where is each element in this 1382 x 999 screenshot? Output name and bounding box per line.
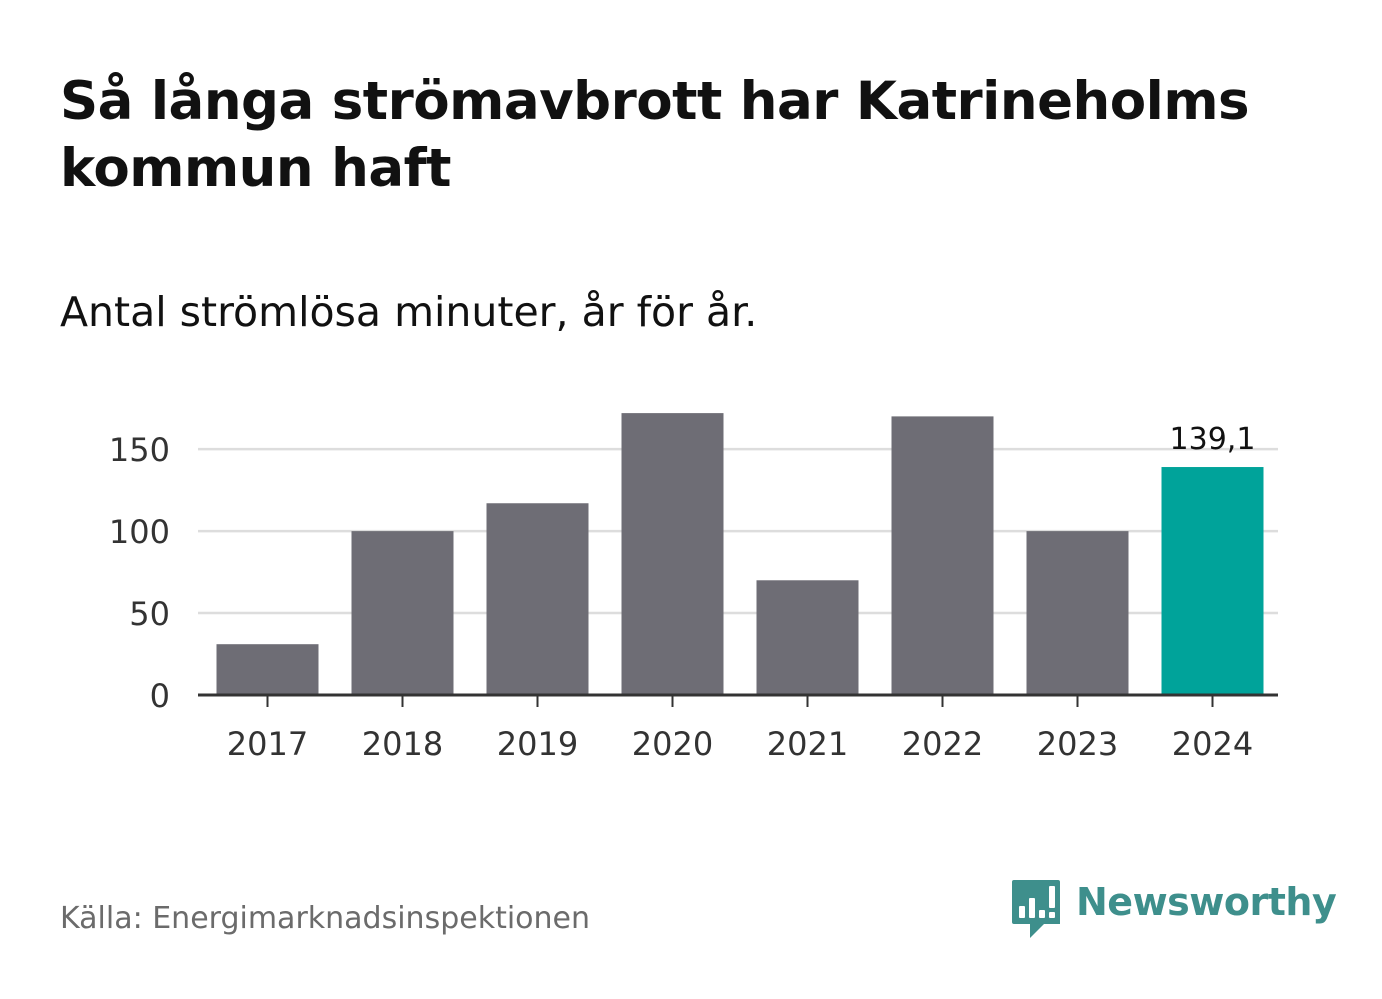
- y-tick-label: 50: [129, 595, 170, 633]
- bar-2022: [891, 416, 994, 695]
- y-tick-label: 0: [150, 677, 170, 715]
- bars: [216, 413, 1264, 695]
- brand: Newsworthy: [1010, 878, 1337, 940]
- x-axis: 2017 2018 2019 2020 2021 2022 2023 2024: [198, 693, 1278, 763]
- source-note: Källa: Energimarknadsinspektionen: [60, 901, 591, 936]
- y-tick-label: 150: [109, 431, 170, 469]
- y-tick-label: 100: [109, 513, 170, 551]
- x-tick-label: 2020: [632, 725, 713, 763]
- x-tick-label: 2021: [767, 725, 848, 763]
- bar-2020: [621, 413, 724, 695]
- chart-subtitle: Antal strömlösa minuter, år för år.: [60, 288, 758, 336]
- x-tick-label: 2019: [497, 725, 578, 763]
- bar-2018: [351, 531, 454, 695]
- x-tick-label: 2024: [1172, 725, 1253, 763]
- newsworthy-logo-icon: [1012, 880, 1060, 938]
- brand-name: Newsworthy: [1076, 880, 1337, 924]
- bar-2024: [1161, 467, 1264, 695]
- x-tick-label: 2017: [227, 725, 308, 763]
- chart-title: Så långa strömavbrott har Katrineholms k…: [60, 71, 1250, 199]
- data-label: 139,1: [1170, 422, 1256, 457]
- x-tick-label: 2018: [362, 725, 443, 763]
- x-tick-label: 2022: [902, 725, 983, 763]
- data-labels: 139,1: [1170, 422, 1256, 457]
- y-axis-ticks: 0 50 100 150: [109, 431, 170, 715]
- bar-2023: [1026, 531, 1129, 695]
- bar-2019: [486, 503, 589, 695]
- bar-2021: [756, 580, 859, 695]
- x-tick-label: 2023: [1037, 725, 1118, 763]
- bar-2017: [216, 644, 319, 695]
